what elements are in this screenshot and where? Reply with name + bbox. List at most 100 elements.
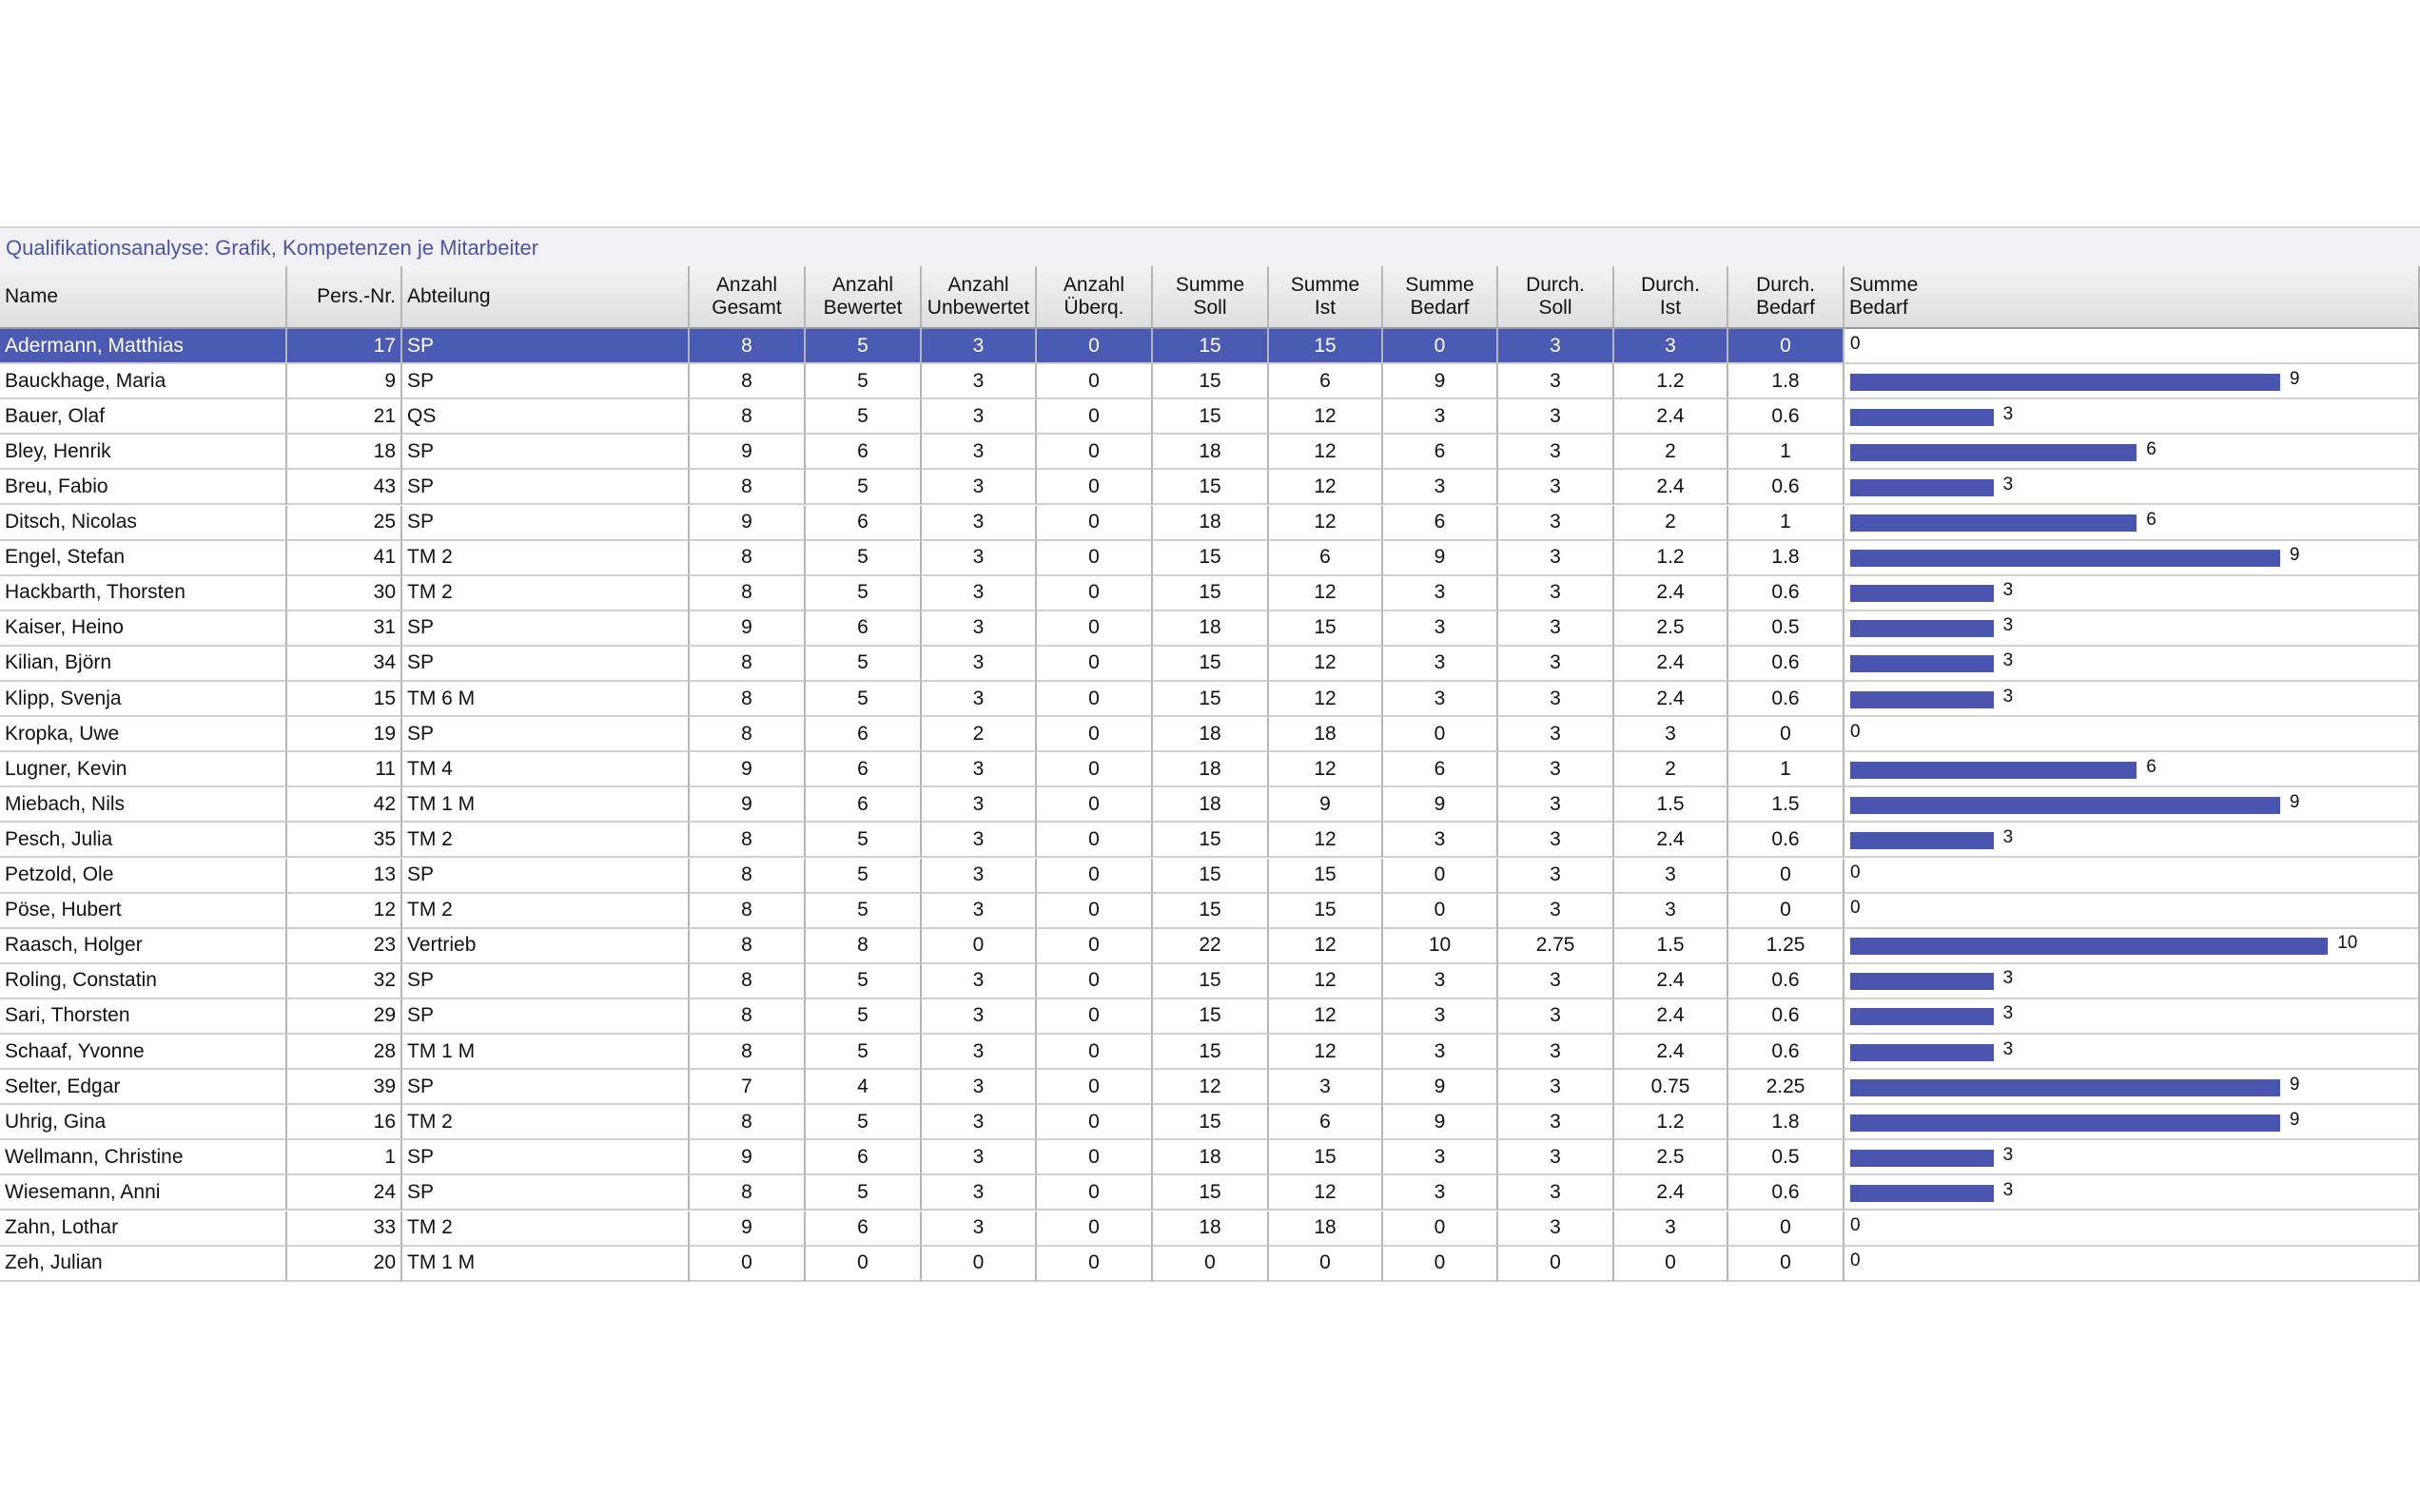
- table-cell[interactable]: 19: [287, 717, 402, 753]
- table-cell[interactable]: 1.2: [1614, 540, 1728, 576]
- table-cell[interactable]: 3: [922, 1070, 1037, 1106]
- table-cell[interactable]: 0.6: [1728, 470, 1844, 506]
- table-cell[interactable]: 15: [287, 682, 402, 718]
- table-cell[interactable]: 3: [922, 575, 1037, 611]
- table-cell[interactable]: Bley, Henrik: [0, 435, 287, 471]
- table-cell[interactable]: 0: [1728, 858, 1844, 894]
- table-cell[interactable]: 15: [1269, 893, 1383, 929]
- table-cell[interactable]: 12: [1269, 1175, 1383, 1212]
- table-cell[interactable]: 3: [922, 505, 1037, 541]
- table-cell[interactable]: TM 2: [402, 1211, 690, 1247]
- table-cell[interactable]: 0.6: [1728, 823, 1844, 859]
- table-cell[interactable]: 18: [1153, 505, 1269, 541]
- table-cell[interactable]: 15: [1269, 611, 1383, 647]
- table-cell[interactable]: SP: [402, 1175, 690, 1212]
- table-cell[interactable]: TM 2: [402, 575, 690, 611]
- table-cell[interactable]: 1.8: [1728, 364, 1844, 400]
- table-cell[interactable]: 3: [1498, 787, 1614, 824]
- table-cell[interactable]: 0: [690, 1246, 806, 1282]
- table-cell[interactable]: 2.4: [1614, 1175, 1728, 1212]
- column-header[interactable]: Anzahl Unbewertet: [922, 266, 1037, 329]
- table-cell[interactable]: Hackbarth, Thorsten: [0, 575, 287, 611]
- table-cell[interactable]: 28: [287, 1035, 402, 1071]
- table-cell[interactable]: 6: [806, 1211, 922, 1247]
- table-cell[interactable]: 3: [1498, 540, 1614, 576]
- table-cell[interactable]: 2.4: [1614, 823, 1728, 859]
- table-cell[interactable]: 5: [806, 646, 922, 682]
- table-cell[interactable]: Bauckhage, Maria: [0, 364, 287, 400]
- table-cell[interactable]: 3: [1498, 1211, 1614, 1247]
- table-cell[interactable]: 9: [690, 1140, 806, 1176]
- table-cell[interactable]: 2: [1614, 752, 1728, 788]
- table-cell[interactable]: 0: [1037, 1035, 1153, 1071]
- table-cell[interactable]: 31: [287, 611, 402, 647]
- table-cell[interactable]: 0: [922, 1246, 1037, 1282]
- table-cell[interactable]: 0: [1037, 329, 1153, 365]
- table-cell[interactable]: 8: [690, 717, 806, 753]
- table-cell[interactable]: 0.6: [1728, 399, 1844, 436]
- table-cell[interactable]: 12: [1269, 470, 1383, 506]
- table-cell[interactable]: 8: [690, 1175, 806, 1212]
- table-cell[interactable]: 23: [287, 928, 402, 964]
- table-cell[interactable]: 18: [1153, 1140, 1269, 1176]
- table-cell[interactable]: SP: [402, 717, 690, 753]
- table-cell[interactable]: 5: [806, 364, 922, 400]
- table-cell[interactable]: 0: [1037, 470, 1153, 506]
- table-cell[interactable]: 3: [922, 752, 1037, 788]
- table-cell[interactable]: 0.6: [1728, 575, 1844, 611]
- table-cell[interactable]: Kilian, Björn: [0, 646, 287, 682]
- table-cell[interactable]: 3: [922, 1211, 1037, 1247]
- table-cell[interactable]: 3: [1383, 575, 1498, 611]
- table-cell[interactable]: Selter, Edgar: [0, 1070, 287, 1106]
- table-cell[interactable]: 3: [922, 611, 1037, 647]
- table-cell[interactable]: 0: [1037, 1140, 1153, 1176]
- table-cell[interactable]: 0: [1383, 893, 1498, 929]
- table-cell[interactable]: 0: [1037, 717, 1153, 753]
- table-cell[interactable]: 2.5: [1614, 611, 1728, 647]
- table-cell[interactable]: 18: [1153, 611, 1269, 647]
- table-cell[interactable]: 8: [690, 540, 806, 576]
- table-cell[interactable]: 0: [1153, 1246, 1269, 1282]
- table-cell[interactable]: 3: [1383, 963, 1498, 999]
- column-header[interactable]: Summe Bedarf: [1844, 266, 2420, 329]
- table-cell[interactable]: 3: [1269, 1070, 1383, 1106]
- table-cell[interactable]: 3: [1498, 399, 1614, 436]
- table-cell[interactable]: Roling, Constatin: [0, 963, 287, 999]
- table-cell[interactable]: SP: [402, 646, 690, 682]
- table-cell[interactable]: 6: [806, 505, 922, 541]
- table-cell[interactable]: 15: [1153, 329, 1269, 365]
- table-cell[interactable]: 3: [922, 823, 1037, 859]
- table-cell[interactable]: 1.2: [1614, 1105, 1728, 1141]
- table-cell[interactable]: 8: [690, 575, 806, 611]
- table-cell[interactable]: 3: [922, 998, 1037, 1035]
- table-cell[interactable]: 5: [806, 575, 922, 611]
- table-cell[interactable]: 41: [287, 540, 402, 576]
- table-cell[interactable]: 2: [922, 717, 1037, 753]
- table-cell[interactable]: 1.8: [1728, 1105, 1844, 1141]
- table-cell[interactable]: 0: [1383, 1211, 1498, 1247]
- table-cell[interactable]: 2.4: [1614, 963, 1728, 999]
- column-header[interactable]: Anzahl Bewertet: [806, 266, 922, 329]
- table-cell[interactable]: 3: [1614, 329, 1728, 365]
- table-cell[interactable]: 0.5: [1728, 611, 1844, 647]
- table-cell[interactable]: 6: [1383, 505, 1498, 541]
- table-cell[interactable]: 9: [1383, 540, 1498, 576]
- table-cell[interactable]: 8: [690, 858, 806, 894]
- table-cell[interactable]: 6: [1269, 364, 1383, 400]
- table-cell[interactable]: 3: [922, 329, 1037, 365]
- table-cell[interactable]: 18: [1153, 435, 1269, 471]
- table-cell[interactable]: 3: [1383, 646, 1498, 682]
- table-cell[interactable]: 39: [287, 1070, 402, 1106]
- column-header[interactable]: Durch. Ist: [1614, 266, 1728, 329]
- table-cell[interactable]: 5: [806, 893, 922, 929]
- column-header[interactable]: Name: [0, 266, 287, 329]
- table-cell[interactable]: SP: [402, 364, 690, 400]
- table-cell[interactable]: 3: [922, 435, 1037, 471]
- table-cell[interactable]: SP: [402, 963, 690, 999]
- table-cell[interactable]: 8: [690, 329, 806, 365]
- table-cell[interactable]: 0: [1037, 893, 1153, 929]
- table-cell[interactable]: 0: [1037, 928, 1153, 964]
- table-cell[interactable]: 3: [1498, 1070, 1614, 1106]
- table-cell[interactable]: SP: [402, 611, 690, 647]
- table-cell[interactable]: SP: [402, 435, 690, 471]
